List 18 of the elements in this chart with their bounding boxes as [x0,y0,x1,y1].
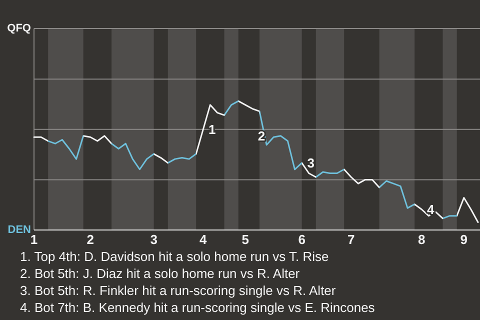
x-tick-label: 6 [298,232,306,247]
text: 3. Bot 5th: R. Finkler hit a run-scoring single vs R. Alter [20,283,336,298]
text: QFQ [7,22,32,34]
x-tick-label: 2 [86,232,94,247]
text: 4. Bot 7th: B. Kennedy hit a run-scoring single vs E. Rincones [20,300,376,315]
annotation: 3 [307,155,314,170]
x-tick-label: 1 [30,232,38,247]
annotation: 1 [208,122,216,137]
text: 2. Bot 5th: J. Diaz hit a solo home run vs R. Alter [20,266,300,281]
x-tick-label: 3 [150,232,158,247]
text: 1. Top 4th: D. Davidson hit a solo home run vs T. Rise [20,249,329,264]
x-tick-label: 9 [460,232,468,247]
annotation: 4 [427,202,435,217]
text: DEN [8,224,32,236]
x-tick-label: 5 [242,232,250,247]
x-tick-label: 8 [418,232,426,247]
x-tick-label: 7 [348,232,355,247]
x-tick-label: 4 [200,232,208,247]
